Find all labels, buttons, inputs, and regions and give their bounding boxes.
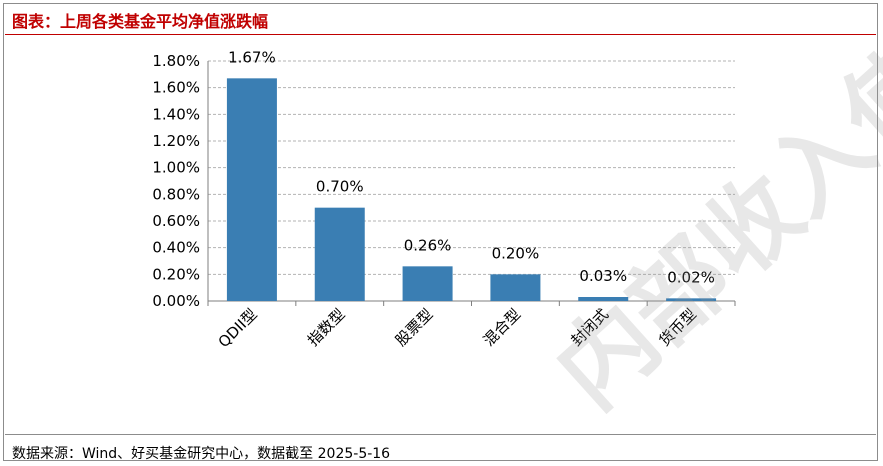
data-label: 0.02% <box>667 268 715 286</box>
chart-title: 图表：上周各类基金平均净值涨跌幅 <box>12 12 269 31</box>
bar <box>226 78 277 301</box>
data-label: 0.70% <box>316 178 364 196</box>
y-tick-label: 1.80% <box>152 52 200 70</box>
data-label: 0.03% <box>579 267 627 285</box>
bar <box>490 274 541 301</box>
x-tick-label: QDII型 <box>215 305 261 351</box>
data-label: 0.26% <box>404 236 452 254</box>
y-tick-label: 1.00% <box>152 159 200 177</box>
x-tick-label: 货币型 <box>655 305 700 350</box>
bar <box>666 298 717 301</box>
x-tick-label: 封闭式 <box>568 305 613 350</box>
y-tick-label: 1.60% <box>152 79 200 97</box>
y-tick-label: 0.40% <box>152 239 200 257</box>
bar <box>314 207 365 301</box>
chart-frame <box>3 3 878 461</box>
data-label: 1.67% <box>228 48 276 66</box>
bar <box>402 266 453 301</box>
x-tick-label: 股票型 <box>392 305 437 350</box>
x-tick-label: 指数型 <box>304 305 349 350</box>
y-tick-label: 1.20% <box>152 132 200 150</box>
bar <box>578 297 629 301</box>
y-tick-label: 0.00% <box>152 292 200 310</box>
data-label: 0.20% <box>492 244 540 262</box>
source-note: 数据来源：Wind、好买基金研究中心，数据截至 2025-5-16 <box>12 446 391 462</box>
title-divider <box>5 34 876 35</box>
y-tick-label: 0.20% <box>152 265 200 283</box>
y-tick-label: 1.40% <box>152 105 200 123</box>
x-tick-label: 混合型 <box>480 305 525 350</box>
footer-divider <box>5 434 876 435</box>
y-tick-label: 0.60% <box>152 212 200 230</box>
y-tick-label: 0.80% <box>152 185 200 203</box>
